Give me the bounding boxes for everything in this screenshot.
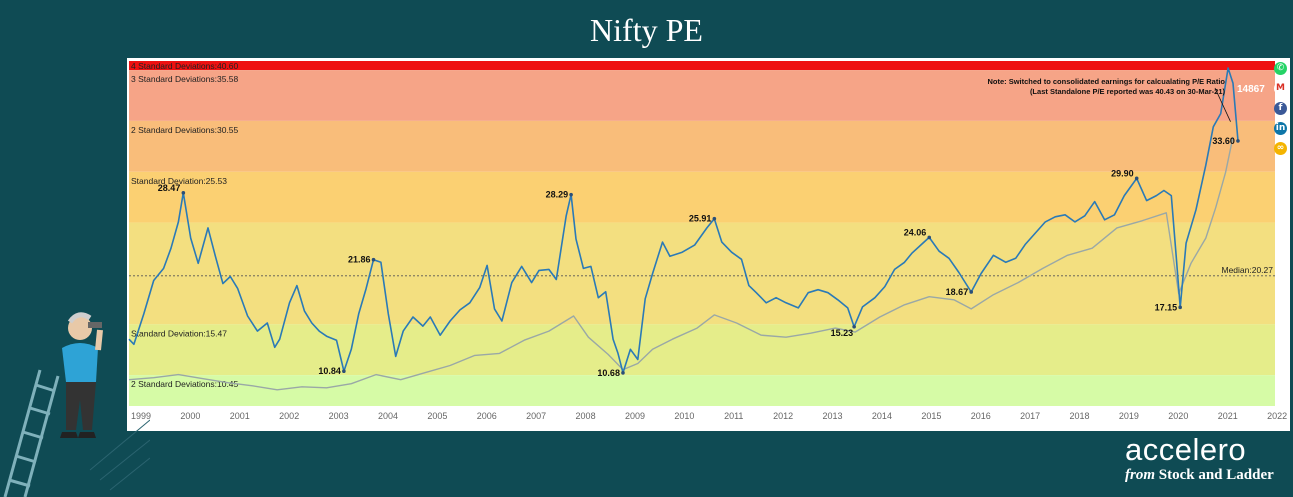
point-label-7: 24.06 <box>904 227 927 237</box>
band-label-6: 2 Standard Deviations:10.45 <box>131 379 239 389</box>
x-tick-2022: 2022 <box>1267 411 1287 421</box>
x-tick-2011: 2011 <box>724 411 743 421</box>
point-marker-4 <box>621 371 625 375</box>
point-marker-5 <box>712 216 717 221</box>
point-marker-7 <box>927 235 932 240</box>
x-tick-2009: 2009 <box>625 411 645 421</box>
share-bar: ✆ M f in ∞ <box>1274 62 1288 162</box>
x-tick-2013: 2013 <box>823 411 843 421</box>
median-label: Median:20.27 <box>1221 265 1273 275</box>
x-tick-2014: 2014 <box>872 411 892 421</box>
whatsapp-icon[interactable]: ✆ <box>1274 62 1287 75</box>
point-label-3: 28.29 <box>546 190 569 200</box>
band-4 <box>129 222 1275 325</box>
point-label-9: 29.90 <box>1111 168 1134 178</box>
band-0 <box>129 61 1275 71</box>
point-label-10: 17.15 <box>1155 302 1178 312</box>
point-label-2: 10.84 <box>318 366 341 376</box>
x-tick-2002: 2002 <box>279 411 299 421</box>
point-marker-10 <box>1178 305 1182 310</box>
band-5 <box>129 324 1275 376</box>
brand-logo: accelero from Stock and Ladder <box>1125 434 1285 484</box>
point-marker-1 <box>371 257 376 262</box>
point-marker-3 <box>569 192 573 197</box>
x-tick-2003: 2003 <box>329 411 349 421</box>
band-label-0: 4 Standard Deviations:40.60 <box>131 61 239 71</box>
point-label-6: 15.23 <box>831 328 854 338</box>
linkedin-icon[interactable]: in <box>1274 122 1287 135</box>
x-tick-1999: 1999 <box>131 411 151 421</box>
x-tick-2006: 2006 <box>477 411 497 421</box>
brand-name: accelero <box>1125 432 1247 467</box>
annotation-arrow <box>1214 87 1231 122</box>
x-tick-2007: 2007 <box>526 411 546 421</box>
x-tick-2015: 2015 <box>921 411 941 421</box>
man-on-ladder-illustration <box>3 312 150 497</box>
x-tick-2005: 2005 <box>427 411 447 421</box>
series-line-standalone <box>128 136 1234 391</box>
x-tick-2000: 2000 <box>180 411 200 421</box>
point-marker-9 <box>1134 176 1139 181</box>
point-label-8: 18.67 <box>946 287 969 297</box>
band-2 <box>129 120 1275 172</box>
brand-from: from <box>1125 467 1155 483</box>
point-label-11: 33.60 <box>1212 136 1235 146</box>
band-label-5: Standard Deviation:15.47 <box>131 328 227 338</box>
band-3 <box>129 171 1275 223</box>
point-marker-11 <box>1236 139 1240 143</box>
point-marker-0 <box>181 191 186 195</box>
point-marker-2 <box>342 369 346 373</box>
band-1 <box>129 70 1275 121</box>
current-value-label: 14867 <box>1237 84 1265 95</box>
chart-canvas: 4 Standard Deviations:40.60 3 Standard De… <box>128 61 1287 421</box>
x-tick-2017: 2017 <box>1020 411 1040 421</box>
point-marker-8 <box>969 290 974 294</box>
gmail-icon[interactable]: M <box>1274 82 1287 95</box>
annotation-line-2: (Last Standalone P/E reported was 40.43 … <box>1030 87 1226 96</box>
x-tick-2018: 2018 <box>1070 411 1090 421</box>
page-title: Nifty PE <box>590 12 703 48</box>
series-line-pe <box>128 67 1239 374</box>
point-label-1: 21.86 <box>348 255 371 265</box>
point-label-5: 25.91 <box>689 214 712 224</box>
point-label-4: 10.68 <box>597 368 620 378</box>
band-label-2: 2 Standard Deviations:30.55 <box>131 125 239 135</box>
point-marker-6 <box>852 324 856 329</box>
x-tick-2016: 2016 <box>971 411 991 421</box>
x-tick-2001: 2001 <box>230 411 250 421</box>
annotation-line-1: Note: Switched to consolidated earnings … <box>987 77 1225 86</box>
facebook-icon[interactable]: f <box>1274 102 1287 115</box>
x-tick-2010: 2010 <box>674 411 694 421</box>
x-tick-2008: 2008 <box>576 411 596 421</box>
x-tick-2012: 2012 <box>773 411 793 421</box>
x-tick-2021: 2021 <box>1218 411 1238 421</box>
nifty-pe-chart: 4 Standard Deviations:40.60 3 Standard De… <box>127 58 1290 431</box>
brand-sub: Stock and Ladder <box>1158 467 1274 483</box>
band-6 <box>129 375 1275 406</box>
band-label-3: Standard Deviation:25.53 <box>131 176 227 186</box>
link-icon[interactable]: ∞ <box>1274 142 1287 155</box>
brand-tagline: from Stock and Ladder <box>1125 466 1285 484</box>
band-label-1: 3 Standard Deviations:35.58 <box>131 74 239 84</box>
x-tick-2020: 2020 <box>1168 411 1188 421</box>
point-label-0: 28.47 <box>158 183 181 193</box>
x-tick-2004: 2004 <box>378 411 398 421</box>
x-tick-2019: 2019 <box>1119 411 1139 421</box>
